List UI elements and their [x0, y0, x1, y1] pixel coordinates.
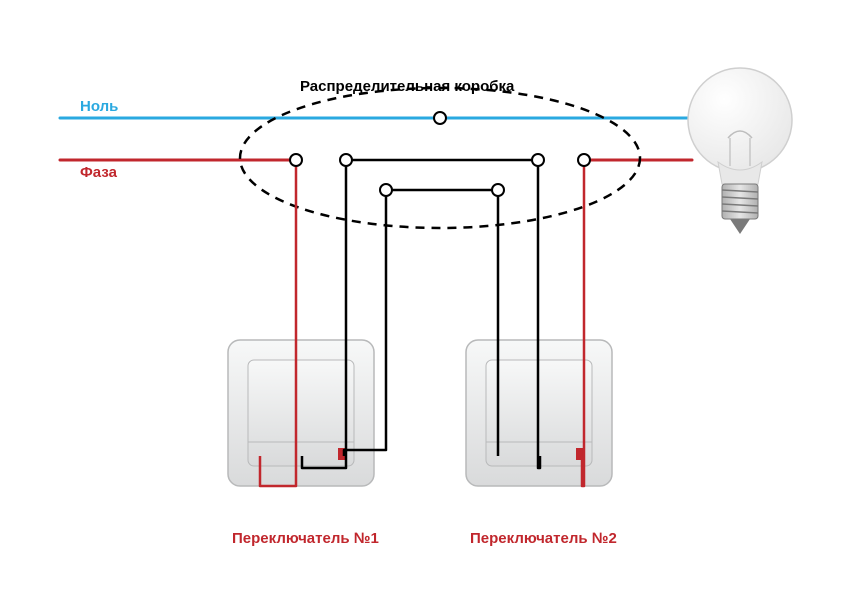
label-switch-2: Переключатель №2 [470, 530, 617, 547]
label-neutral: Ноль [80, 98, 118, 115]
label-switch-1: Переключатель №1 [232, 530, 379, 547]
label-phase: Фаза [80, 164, 117, 181]
label-junction-box: Распределительная коробка [300, 78, 514, 95]
diagram-canvas: Ноль Фаза Распределительная коробка Пере… [0, 0, 845, 589]
